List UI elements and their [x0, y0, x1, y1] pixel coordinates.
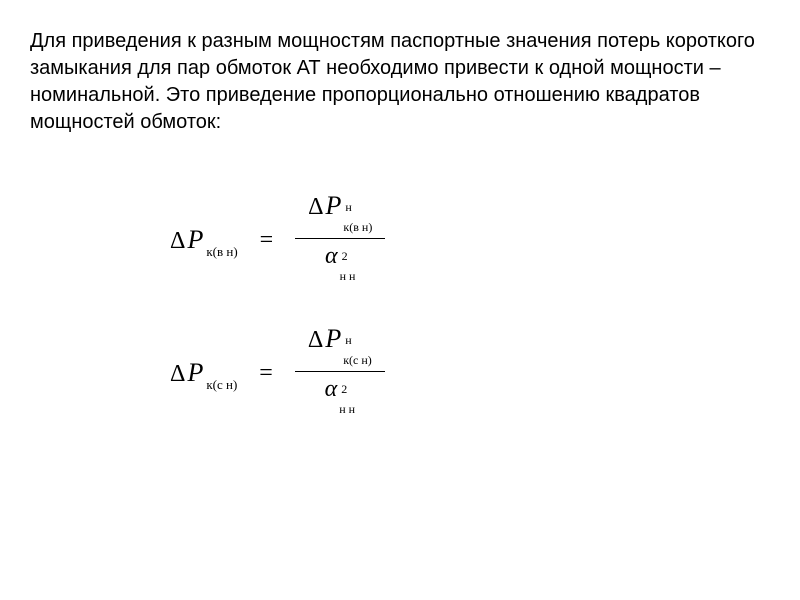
sup-sub-stack: 2 н н — [340, 250, 356, 282]
lhs-subscript: к(с н) — [206, 377, 237, 393]
variable-p: P — [187, 225, 203, 255]
equation-1-fraction: Δ P н к(в н) α 2 н н — [295, 189, 385, 287]
delta-symbol: Δ — [170, 228, 185, 255]
numerator: Δ P н к(с н) — [295, 322, 385, 372]
denominator: α 2 н н — [319, 239, 361, 287]
alpha-symbol: α — [325, 243, 338, 270]
equation-2: Δ P к(с н) = Δ P н к(с н) α 2 н н — [170, 324, 770, 422]
superscript: 2 — [339, 383, 355, 395]
description-paragraph: Для приведения к разным мощностям паспор… — [30, 28, 770, 136]
delta-symbol: Δ — [308, 194, 323, 221]
numerator: Δ P н к(в н) — [295, 189, 385, 239]
equals-sign: = — [259, 360, 273, 387]
denominator: α 2 н н — [319, 372, 361, 420]
equation-2-lhs: Δ P к(с н) — [170, 358, 237, 388]
variable-p: P — [325, 324, 341, 354]
sup-sub-stack: н к(в н) — [343, 201, 372, 233]
superscript: 2 — [340, 250, 356, 262]
subscript: к(в н) — [343, 221, 372, 233]
delta-symbol: Δ — [308, 327, 323, 354]
sup-sub-stack: н к(с н) — [343, 334, 372, 366]
lhs-subscript: к(в н) — [206, 244, 237, 260]
equation-1-lhs: Δ P к(в н) — [170, 225, 238, 255]
subscript: к(с н) — [343, 354, 372, 366]
subscript: н н — [340, 270, 356, 282]
superscript: н — [343, 201, 372, 213]
equation-1: Δ P к(в н) = Δ P н к(в н) α 2 н н — [170, 191, 770, 289]
variable-p: P — [187, 358, 203, 388]
delta-symbol: Δ — [170, 361, 185, 388]
variable-p: P — [326, 191, 342, 221]
equals-sign: = — [260, 227, 274, 254]
superscript: н — [343, 334, 372, 346]
equations-block: Δ P к(в н) = Δ P н к(в н) α 2 н н — [30, 191, 770, 422]
alpha-symbol: α — [325, 376, 338, 403]
sup-sub-stack: 2 н н — [339, 383, 355, 415]
equation-2-fraction: Δ P н к(с н) α 2 н н — [295, 322, 385, 420]
subscript: н н — [339, 403, 355, 415]
